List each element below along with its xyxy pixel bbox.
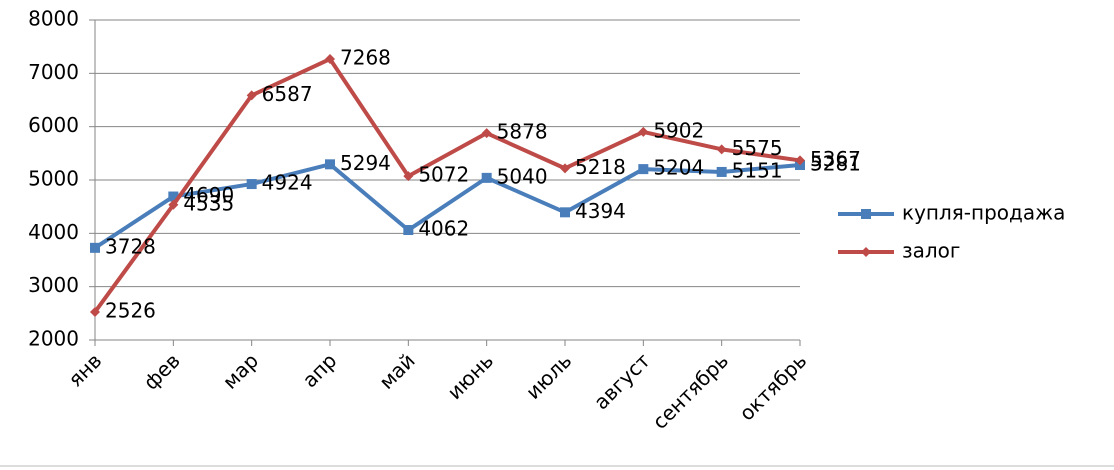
x-tick-label: июнь [442, 348, 498, 404]
x-tick-label: янв [63, 348, 106, 391]
point-marker [716, 166, 727, 177]
x-tick-label: июль [521, 348, 576, 403]
data-label: 5072 [418, 163, 469, 187]
data-label: 5575 [732, 136, 783, 160]
point-marker [638, 126, 649, 137]
x-tick-label: октябрь [734, 348, 811, 425]
y-tick-label: 3000 [28, 273, 79, 297]
data-label: 5902 [653, 118, 704, 142]
data-label: 4535 [183, 191, 234, 215]
data-label: 5218 [575, 155, 626, 179]
x-tick-label: фев [139, 348, 185, 394]
legend-marker [861, 209, 871, 219]
data-label: 5204 [653, 156, 704, 180]
point-marker [403, 225, 414, 236]
data-label: 2526 [105, 298, 156, 322]
x-tick-label: апр [298, 348, 342, 392]
data-label: 4062 [418, 217, 469, 241]
series-line [93, 57, 801, 314]
point-marker [90, 306, 100, 317]
point-marker [560, 163, 570, 174]
y-tick-label: 2000 [28, 327, 79, 351]
data-label: 7268 [340, 46, 391, 70]
legend-marker [861, 247, 871, 257]
point-marker [168, 191, 179, 202]
point-marker [716, 144, 727, 155]
data-label: 3728 [105, 234, 156, 258]
data-label: 5040 [497, 164, 548, 188]
point-marker [481, 172, 492, 183]
point-marker [795, 155, 805, 166]
data-label: 5281 [810, 152, 861, 176]
y-tick-label: 6000 [28, 113, 79, 137]
y-tick-label: 4000 [28, 220, 79, 244]
x-tick-label: сентябрь [648, 348, 733, 433]
data-label: 4394 [575, 199, 626, 223]
series-line [93, 162, 801, 250]
point-marker [638, 164, 649, 175]
data-label: 6587 [262, 82, 313, 106]
data-label: 5151 [732, 158, 783, 182]
y-tick-label: 8000 [28, 7, 79, 31]
point-marker [90, 242, 100, 253]
point-marker [168, 199, 179, 210]
data-label: 4690 [183, 183, 234, 207]
data-label: 5367 [810, 147, 861, 171]
legend-label: купля-продажа [902, 201, 1065, 225]
y-tick-label: 7000 [28, 60, 79, 84]
point-marker [481, 128, 492, 139]
point-marker [403, 171, 414, 182]
x-tick-label: май [374, 348, 419, 393]
point-marker [246, 90, 257, 101]
x-tick-label: август [589, 348, 655, 414]
data-label: 4924 [262, 171, 313, 195]
data-label: 5294 [340, 151, 391, 175]
point-marker [325, 54, 335, 65]
point-marker [325, 159, 335, 170]
x-tick-label: мар [218, 348, 263, 393]
point-marker [246, 179, 257, 190]
point-marker [560, 207, 570, 218]
data-label: 5878 [497, 120, 548, 144]
legend-label: залог [902, 239, 960, 263]
y-tick-label: 5000 [28, 167, 79, 191]
